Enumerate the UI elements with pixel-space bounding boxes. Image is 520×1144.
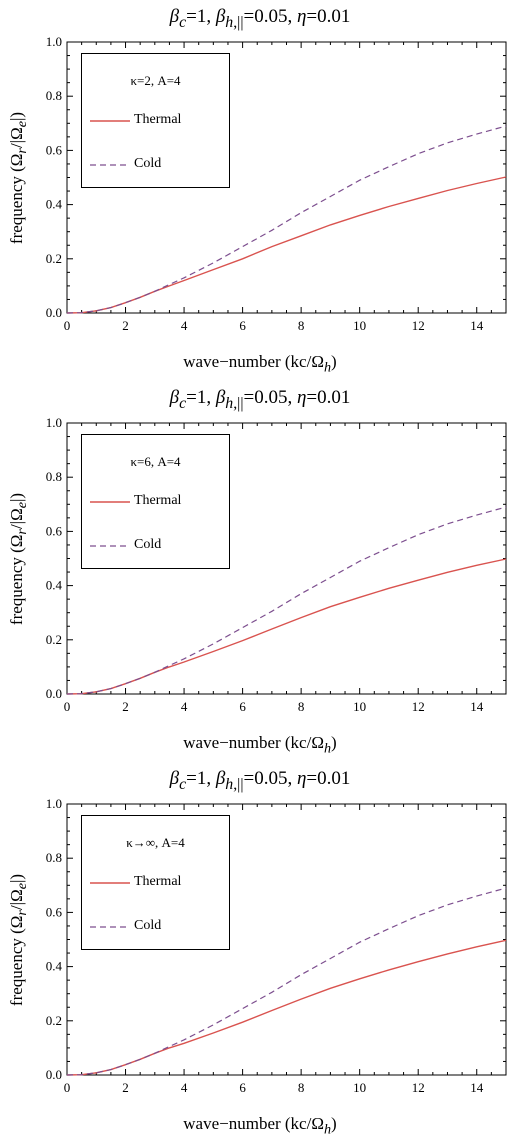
legend: κ=2, A=4 Thermal Cold (81, 53, 230, 188)
x-tick-label: 4 (181, 699, 188, 714)
y-tick-label: 0.4 (46, 959, 63, 974)
series-line-thermal (66, 176, 507, 314)
y-axis-label: frequency (Ωr/|Ωe|) (6, 111, 31, 245)
legend-label-cold: Cold (134, 537, 162, 552)
chart-title: βc=1, βh,||=0.05, η=0.01 (169, 768, 351, 793)
series-line-cold (66, 887, 507, 1076)
y-tick-label: 0.8 (46, 88, 62, 103)
y-tick-label: 0.8 (46, 850, 62, 865)
chart-panel-3: βc=1, βh,||=0.05, η=0.01 0 2 4 6 8 10 12 14 0.0 0… (0, 762, 520, 1143)
x-tick-label: 10 (353, 1080, 366, 1095)
x-tick-label: 6 (239, 318, 246, 333)
title-part: 1 (196, 768, 207, 789)
y-tick-label: 0.4 (46, 197, 63, 212)
x-tick-label: 2 (122, 1080, 129, 1095)
x-tick-label: 12 (412, 318, 425, 333)
legend-swatch-thermal (90, 120, 130, 122)
legend-label-thermal: Thermal (134, 874, 182, 889)
series-line-cold (66, 125, 507, 314)
y-tick-label: 0.2 (46, 251, 62, 266)
x-tick-label: 4 (181, 1080, 188, 1095)
x-tick-label: 6 (239, 699, 246, 714)
y-tick-label: 1.0 (46, 796, 62, 811)
series-line-cold (66, 506, 507, 695)
chart-title: βc=1, βh,||=0.05, η=0.01 (169, 387, 351, 412)
y-tick-label: 0.6 (46, 142, 63, 157)
legend: κ=6, A=4 Thermal Cold (81, 434, 230, 569)
chart-panel-2: βc=1, βh,||=0.05, η=0.01 0 2 4 6 8 10 12 14 0.0 0… (0, 381, 520, 762)
x-tick-label: 8 (298, 1080, 305, 1095)
legend-swatch-cold (90, 164, 130, 166)
x-tick-label: 4 (181, 318, 188, 333)
series-line-thermal (66, 939, 507, 1076)
chart-title: βc=1, βh,||=0.05, η=0.01 (169, 6, 351, 31)
legend-swatch-cold (90, 545, 130, 547)
title-part: 1 (196, 387, 207, 408)
title-part: 1 (196, 6, 207, 27)
x-tick-label: 0 (64, 699, 71, 714)
plot-area: 0 2 4 6 8 10 12 14 0.0 0.2 0.4 0.6 0.8 1.0 (46, 415, 507, 714)
y-tick-label: 0.0 (46, 305, 62, 320)
y-tick-label: 0.6 (46, 904, 63, 919)
y-tick-label: 0.4 (46, 578, 63, 593)
x-tick-label: 6 (239, 1080, 246, 1095)
legend: κ→∞, A=4 Thermal Cold (81, 815, 230, 950)
y-tick-label: 0.6 (46, 523, 63, 538)
plot-area: 0 2 4 6 8 10 12 14 0.0 0.2 0.4 0.6 0.8 1.0 (46, 34, 507, 333)
y-axis-label: frequency (Ωr/|Ωe|) (6, 873, 31, 1007)
title-part: 0.01 (317, 6, 351, 27)
y-tick-label: 0.0 (46, 1067, 62, 1082)
x-tick-label: 10 (353, 699, 366, 714)
y-tick-label: 0.2 (46, 632, 62, 647)
x-tick-label: 14 (470, 1080, 484, 1095)
chart-panel-1: βc=1, βh,||=0.05, η=0.01 0 2 4 6 8 10 12 14 0.0 0… (0, 0, 520, 381)
x-tick-label: 0 (64, 318, 71, 333)
x-tick-label: 14 (470, 699, 484, 714)
x-tick-label: 2 (122, 699, 129, 714)
title-part: 0.05 (254, 387, 288, 408)
legend-label-cold: Cold (134, 156, 162, 171)
legend-label-cold: Cold (134, 918, 162, 933)
x-tick-label: 14 (470, 318, 484, 333)
legend-swatch-cold (90, 926, 130, 928)
legend-title: κ=2, A=4 (130, 73, 181, 88)
series-line-thermal (66, 558, 507, 695)
y-axis-label: frequency (Ωr/|Ωe|) (6, 492, 31, 626)
x-tick-label: 12 (412, 1080, 425, 1095)
y-tick-label: 1.0 (46, 415, 62, 430)
plot-area: 0 2 4 6 8 10 12 14 0.0 0.2 0.4 0.6 0.8 1.0 (46, 796, 507, 1095)
x-tick-label: 2 (122, 318, 129, 333)
x-tick-label: 10 (353, 318, 366, 333)
title-part: 0.05 (254, 6, 288, 27)
y-tick-label: 1.0 (46, 34, 62, 49)
x-axis-label: wave−number (kc/Ωh) (183, 1114, 337, 1138)
x-tick-label: 0 (64, 1080, 71, 1095)
legend-swatch-thermal (90, 501, 130, 503)
x-axis-label: wave−number (kc/Ωh) (183, 733, 337, 757)
x-tick-label: 8 (298, 318, 305, 333)
legend-title: κ→∞, A=4 (126, 835, 185, 850)
x-tick-label: 8 (298, 699, 305, 714)
legend-label-thermal: Thermal (134, 493, 182, 508)
y-tick-label: 0.8 (46, 469, 62, 484)
legend-label-thermal: Thermal (134, 112, 182, 127)
y-tick-label: 0.0 (46, 686, 62, 701)
x-axis-label: wave−number (kc/Ωh) (183, 352, 337, 376)
title-part: 0.01 (317, 768, 351, 789)
legend-swatch-thermal (90, 882, 130, 884)
title-part: 0.05 (254, 768, 288, 789)
legend-title: κ=6, A=4 (130, 454, 181, 469)
x-tick-label: 12 (412, 699, 425, 714)
y-tick-label: 0.2 (46, 1013, 62, 1028)
title-part: 0.01 (317, 387, 351, 408)
